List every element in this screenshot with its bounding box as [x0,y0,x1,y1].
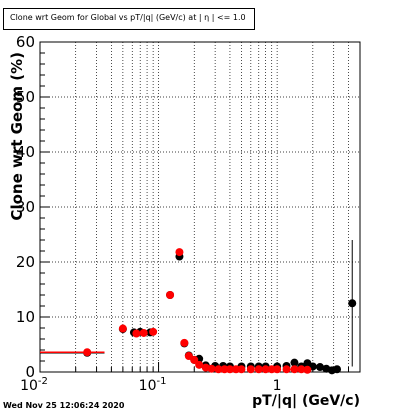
data-point-red [207,364,216,373]
data-point-red [254,365,263,374]
data-point-red [303,365,312,374]
y-axis-label: Clone wrt Geom (%) [8,52,26,221]
data-point-red [175,248,184,257]
data-point-red [166,291,175,299]
data-point-red [190,355,199,364]
data-point-black [316,363,325,372]
y-tick-label: 50 [16,88,35,106]
timestamp-label: Wed Nov 25 12:06:24 2020 [3,401,125,410]
data-point-red [273,365,282,374]
data-point-red [180,338,189,347]
data-point-red [132,329,141,338]
x-tick-exponent: -1 [156,376,166,387]
x-axis-label: pT/|q| (GeV/c) [252,393,360,409]
data-point-red [118,324,127,333]
plot-frame [39,41,361,373]
data-point-red [139,328,148,337]
data-point-red [83,348,92,357]
y-tick-label: 60 [16,33,35,51]
chart-title: Clone wrt Geom for Global vs pT/|q| (GeV… [10,13,246,22]
data-point-black [333,365,342,374]
data-point-red [195,360,204,369]
x-tick-label: 10-1 [139,376,167,394]
data-point-red [149,327,158,336]
data-point-red [282,365,291,374]
data-point-red [297,365,306,374]
data-point-black [290,358,299,367]
x-tick-label: 10-2 [20,376,48,394]
y-tick-label: 10 [16,308,35,326]
data-point-red [261,365,270,374]
y-tick-label: 0 [25,363,35,381]
data-point-red [290,365,299,374]
data-point-red [246,365,255,374]
y-tick-label: 30 [16,198,35,216]
x-tick-label: 1 [273,378,282,394]
y-tick-label: 20 [16,253,35,271]
x-tick-exponent: -2 [38,376,48,387]
data-point-red [237,365,246,374]
data-point-black [348,299,357,308]
data-point-red [225,365,234,374]
title-box: Clone wrt Geom for Global vs pT/|q| (GeV… [3,8,255,30]
data-point-red [214,365,223,374]
y-tick-label: 40 [16,143,35,161]
